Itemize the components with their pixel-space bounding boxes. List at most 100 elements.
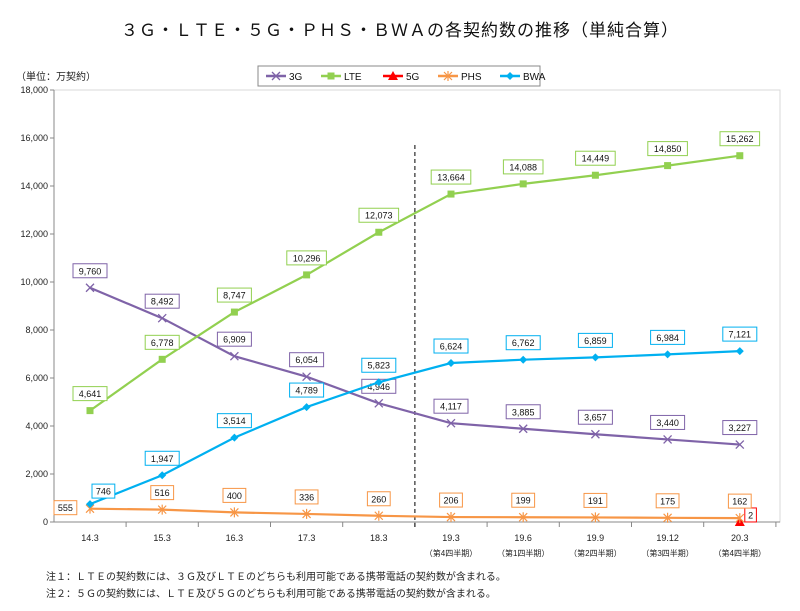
legend-marker [271,71,281,81]
data-label-box [433,338,469,354]
data-point [663,512,673,523]
data-label-box [366,491,391,507]
y-tick-label: 14,000 [20,181,48,191]
data-label: 5,823 [368,361,391,371]
data-label-box [144,450,180,466]
data-label: 191 [588,496,603,506]
data-label: 3,657 [584,413,607,423]
data-label: 2 [748,510,753,520]
chart-title: ３Ｇ・ＬＴＥ・５Ｇ・ＰＨＳ・ＢＷＡの各契約数の推移（単純合算） [121,21,679,41]
data-point [303,271,311,279]
x-tick-label: 19.9 [587,533,605,543]
data-point [518,512,528,523]
note-2: 注２：５Ｇの契約数には、ＬＴＥ及び５Ｇのどちらも利用可能である携帯電話の契約数が… [46,589,496,600]
x-sub-label: （第4四半期） [714,548,766,558]
legend-marker [506,72,514,80]
data-label-box [53,500,78,516]
data-label-box [91,483,116,499]
x-tick-label: 19.3 [442,533,460,543]
legend-marker [388,71,398,80]
series-line [89,286,740,446]
data-label: 6,762 [512,338,535,348]
legend-label: 5G [406,72,420,83]
legend-label: LTE [344,72,362,83]
data-label: 12,073 [365,211,393,221]
y-tick-label: 4,000 [25,421,48,431]
data-point [590,429,600,439]
data-label: 260 [371,494,386,504]
data-label-box [502,159,544,175]
series-phs: 555 516 400 336 260 206 199 191 175 162 [53,485,752,524]
data-label-box [583,492,608,508]
data-label: 14,449 [582,154,610,164]
data-label: 13,664 [437,173,465,183]
data-label: 8,492 [151,297,174,307]
data-label: 516 [155,488,170,498]
data-point [158,355,166,363]
data-label: 6,624 [440,342,463,352]
y-tick-label: 6,000 [25,373,48,383]
data-point [664,162,672,170]
x-tick-label: 14.3 [81,533,99,543]
legend: 3G LTE 5G PHS BWA [257,65,546,87]
legend-marker [443,71,453,81]
data-label-box [216,413,252,429]
x-sub-label: （第2四半期） [569,548,621,558]
data-point [446,512,456,523]
data-point [302,372,312,382]
data-label: 1,947 [151,454,174,464]
data-label-box [72,386,108,402]
data-label: 7,121 [729,330,752,340]
data-label-box [144,334,180,350]
data-label-box [577,409,613,425]
data-label: 4,641 [79,389,102,399]
x-tick-label: 20.3 [731,533,749,543]
legend-label: PHS [461,72,482,83]
unit-label: （単位：万契約） [16,72,96,83]
data-point [229,507,239,518]
data-label-box [575,150,616,166]
data-label: 14,088 [509,162,537,172]
legend-item-lte: LTE [321,72,362,83]
data-label: 400 [227,491,242,501]
legend-item-3g: 3G [266,71,303,83]
data-point [230,433,239,442]
data-label-box [650,414,686,430]
x-tick-label: 15.3 [153,533,171,543]
y-tick-label: 18,000 [20,85,48,95]
data-label: 162 [732,497,747,507]
data-label-box [505,404,541,420]
data-label-box [505,335,541,351]
data-point [302,403,311,412]
data-label: 6,859 [584,336,607,346]
series-line [89,507,740,520]
y-tick-label: 16,000 [20,133,48,143]
data-point [158,471,167,480]
data-point [663,350,672,359]
data-point [735,513,745,524]
data-label: 4,946 [368,382,391,392]
series-lte: 4,641 6,778 8,747 10,296 12,073 13,664 14,088 1… [72,131,761,415]
data-label: 3,440 [656,418,679,428]
data-point [519,355,528,364]
data-label-box [511,492,536,508]
data-label: 199 [516,496,531,506]
data-label: 14,850 [654,144,682,154]
data-label-box [727,493,752,509]
data-point [735,347,744,356]
data-point [591,353,600,362]
data-point [229,351,239,361]
data-point [157,313,167,323]
series-bwa: 746 1,947 3,514 4,789 5,823 6,624 6,762 6,859 6,… [86,326,758,509]
data-point [302,508,312,519]
data-label: 206 [443,496,458,506]
data-label-box [358,207,400,223]
data-label-box [286,250,327,266]
y-tick-label: 8,000 [25,325,48,335]
data-label-box [216,287,252,303]
data-label-box [222,487,247,503]
y-tick-label: 12,000 [20,229,48,239]
data-label: 555 [58,503,73,513]
